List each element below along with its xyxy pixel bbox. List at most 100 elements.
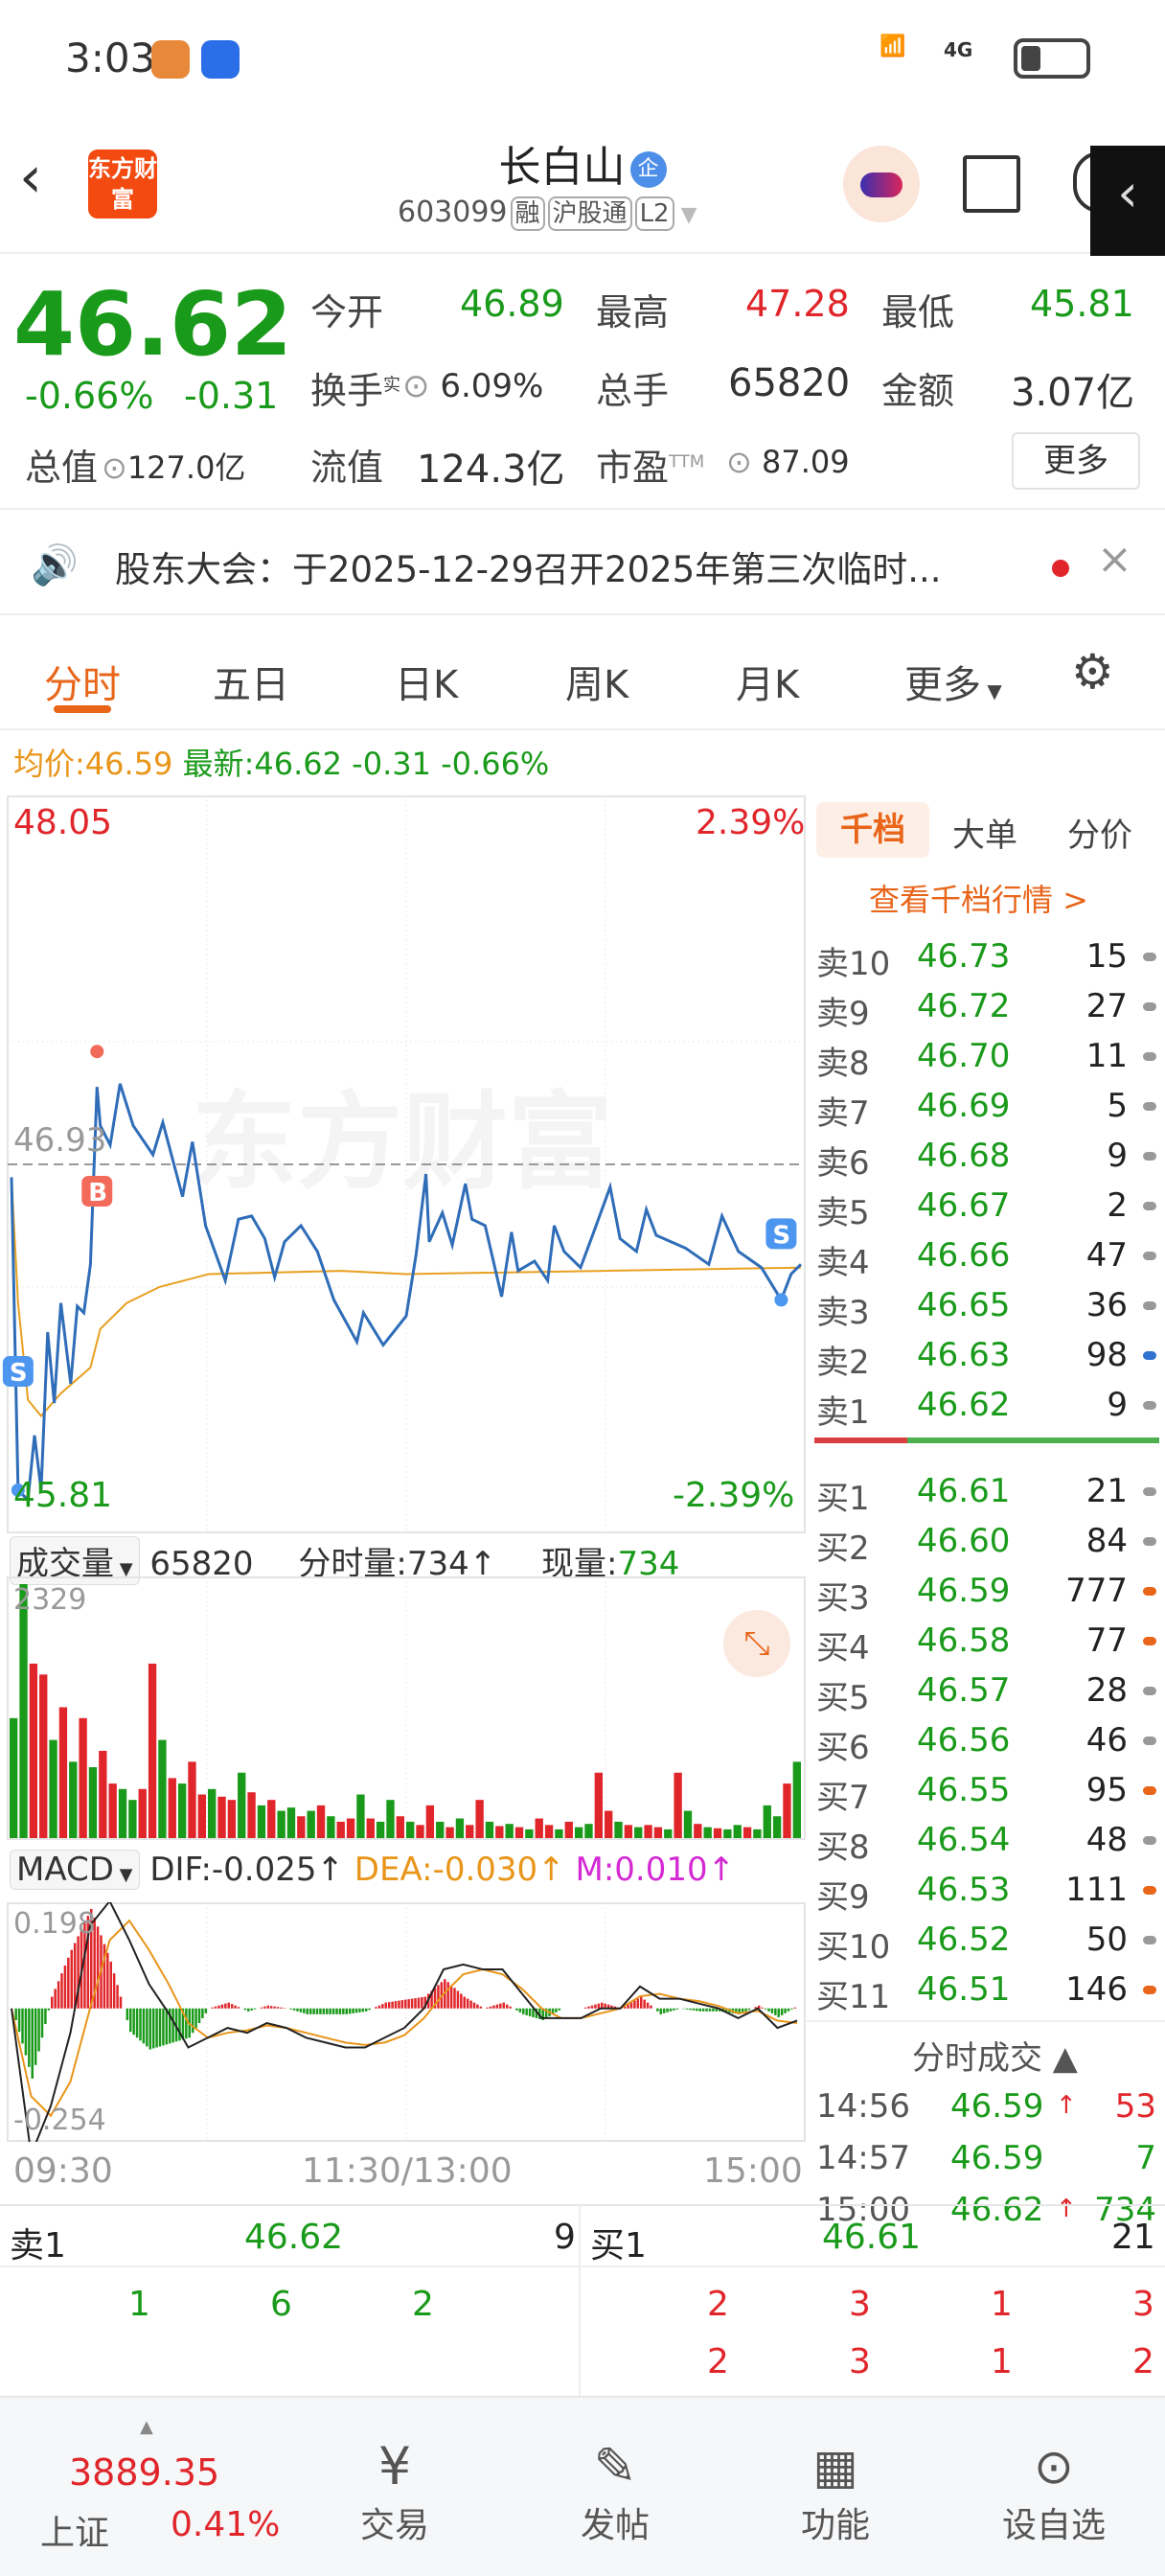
volume-label: 总手 [596, 370, 670, 412]
macd-histogram-bar [656, 2008, 659, 2012]
tab-monthly-k[interactable]: 月K [736, 663, 800, 707]
dropdown-icon: ▼ [674, 203, 697, 227]
buy-row[interactable]: 买8 46.54 48 [816, 1815, 1156, 1867]
level-label: 买3 [816, 1579, 870, 1618]
buy-row[interactable]: 买3 46.59 777 [816, 1566, 1156, 1618]
macd-histogram-bar [675, 2008, 679, 2010]
buy-row[interactable]: 买6 46.56 46 [816, 1715, 1156, 1767]
notice-text[interactable]: 股东大会：于2025-12-29召开2025年第三次临时... [115, 549, 942, 590]
x-tick: 09:30 [13, 2151, 113, 2191]
tab-price-distribution[interactable]: 分价 [1067, 816, 1132, 855]
macd-histogram-bar [532, 2008, 535, 2017]
macd-histogram-bar [368, 2008, 371, 2011]
macd-histogram-bar [312, 2008, 315, 2014]
tab-large-orders[interactable]: 大单 [952, 816, 1017, 855]
settings-gear-icon[interactable]: ⚙ [1071, 644, 1114, 700]
bid-ask-ratio-bar [814, 1438, 1159, 1443]
tab-weekly-k[interactable]: 周K [565, 663, 629, 707]
buy-row[interactable]: 买10 46.52 50 [816, 1915, 1156, 1966]
stock-code-row[interactable]: 603099 融沪股通 L2 ▼ [398, 196, 697, 231]
tab-intraday[interactable]: 分时 [44, 663, 121, 707]
volume-bar [425, 1805, 435, 1838]
level-indicator-dot [1143, 1351, 1156, 1360]
sell-row[interactable]: 卖4 46.66 47 [816, 1230, 1156, 1282]
level-volume: 77 [1085, 1622, 1128, 1660]
sell-row[interactable]: 卖10 46.73 15 [816, 932, 1156, 983]
market-cap-value: ⊙127.0亿 [102, 449, 246, 486]
macd-histogram-bar [456, 1990, 460, 2009]
nav-post[interactable]: ✎ 发帖 [538, 2436, 692, 2547]
trade-marker-label: S [10, 1359, 28, 1388]
macd-histogram-bar [185, 2008, 188, 2039]
tab-five-day[interactable]: 五日 [213, 663, 289, 707]
level-label: 买7 [816, 1779, 870, 1817]
level-indicator-dot [1143, 1786, 1156, 1795]
buy-row[interactable]: 买1 46.61 21 [816, 1466, 1156, 1518]
macd-histogram-bar [155, 2008, 158, 2048]
open-label: 今开 [310, 291, 384, 334]
back-button[interactable]: ‹ [19, 144, 42, 211]
order-book-panel: 千档 大单 分价 查看千档行情 > 卖10 46.73 15 卖9 46.72 27 卖8 4… [807, 795, 1165, 2229]
macd-histogram-bar [299, 2008, 303, 2012]
assistant-avatar[interactable] [843, 146, 920, 222]
nav-functions[interactable]: ▦ 功能 [759, 2436, 912, 2547]
macd-histogram-bar [109, 1961, 112, 2009]
macd-histogram-bar [555, 2008, 558, 2012]
level-volume: 50 [1085, 1920, 1128, 1959]
volume-bar [455, 1818, 465, 1838]
close-icon[interactable]: × [1097, 535, 1132, 584]
sell-row[interactable]: 卖9 46.72 27 [816, 981, 1156, 1033]
index-ticker[interactable]: ▲ 3889.35 上证 0.41% [40, 2417, 281, 2553]
expand-icon[interactable]: ⤡ [723, 1610, 790, 1677]
tab-order-depth[interactable]: 千档 [816, 802, 929, 858]
share-icon[interactable] [963, 155, 1020, 213]
more-button[interactable]: 更多 [1012, 432, 1140, 490]
float-cap-value: 124.3亿 [417, 448, 565, 492]
queue-order: 2 [707, 2342, 729, 2381]
buy-row[interactable]: 买7 46.55 95 [816, 1765, 1156, 1817]
sell-row[interactable]: 卖5 46.67 2 [816, 1181, 1156, 1232]
macd-histogram-bar [505, 2004, 509, 2009]
sell-row[interactable]: 卖1 46.62 9 [816, 1380, 1156, 1432]
sell-row[interactable]: 卖8 46.70 11 [816, 1031, 1156, 1083]
buy-row[interactable]: 买11 46.51 146 [816, 1965, 1156, 2016]
macd-histogram-bar [551, 2008, 555, 2014]
notice-bar[interactable]: 🔊 股东大会：于2025-12-29召开2025年第三次临时... × [0, 508, 1165, 615]
side-panel-handle[interactable]: ‹ [1090, 146, 1165, 256]
sell-row[interactable]: 卖3 46.65 36 [816, 1280, 1156, 1332]
macd-histogram-bar [502, 2002, 505, 2009]
level-label: 买11 [816, 1978, 891, 2016]
nav-add-watchlist[interactable]: ⊙ 设自选 [977, 2436, 1131, 2547]
macd-histogram-bar [770, 2008, 774, 2013]
macd-min-label: -0.254 [13, 2104, 106, 2137]
tick-trades-title[interactable]: 分时成交 ▲ [912, 2039, 1078, 2078]
sell-row[interactable]: 卖2 46.63 98 [816, 1330, 1156, 1382]
macd-histogram-bar [640, 1996, 643, 2009]
tab-daily-k[interactable]: 日K [395, 663, 459, 707]
macd-histogram-bar [407, 1999, 410, 2009]
sell-row[interactable]: 卖6 46.68 9 [816, 1131, 1156, 1183]
intraday-price-chart[interactable]: 东方财富 B S S [0, 795, 807, 1533]
macd-histogram-bar [96, 1926, 100, 2009]
level-label: 买8 [816, 1828, 870, 1867]
volume-bar [624, 1825, 633, 1838]
macd-histogram-bar [31, 2008, 34, 2080]
macd-indicator-select[interactable]: MACD ▼ [10, 1850, 140, 1890]
nav-trade[interactable]: ¥ 交易 [318, 2436, 471, 2547]
macd-histogram-bar [21, 2008, 24, 2044]
buy-row[interactable]: 买9 46.53 111 [816, 1865, 1156, 1917]
sell-row[interactable]: 卖7 46.69 5 [816, 1081, 1156, 1133]
view-depth-link[interactable]: 查看千档行情 > [869, 882, 1088, 918]
macd-histogram-bar [738, 2008, 741, 2014]
buy-row[interactable]: 买4 46.58 77 [816, 1616, 1156, 1668]
tab-more[interactable]: 更多 ▼ [904, 663, 1002, 707]
macd-histogram-bar [338, 2008, 342, 2014]
level-indicator-dot [1143, 1301, 1156, 1310]
level-price: 46.69 [917, 1087, 1011, 1125]
macd-histogram-bar [352, 2008, 354, 2013]
buy-row[interactable]: 买2 46.60 84 [816, 1516, 1156, 1568]
macd-histogram-bar [486, 2007, 489, 2009]
buy-row[interactable]: 买5 46.57 28 [816, 1666, 1156, 1717]
volume-bar [634, 1827, 643, 1838]
change-percent: -0.66% [25, 375, 154, 417]
